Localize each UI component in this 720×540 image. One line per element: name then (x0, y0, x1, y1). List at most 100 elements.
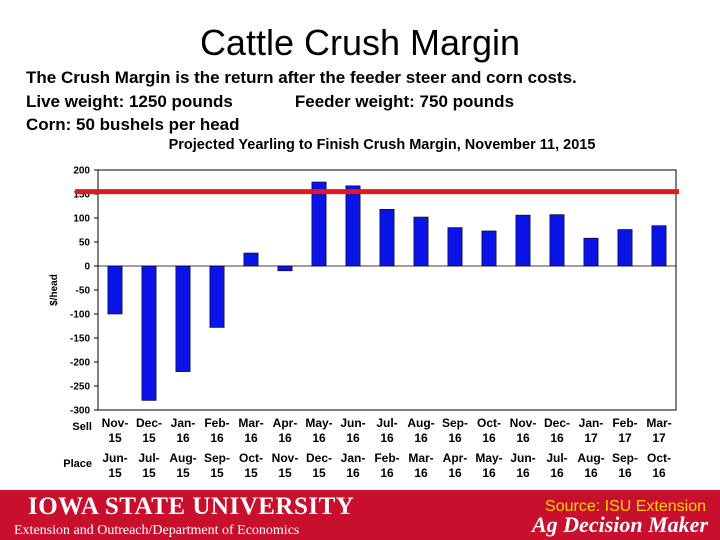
place-row-label: Place (63, 458, 92, 470)
bar (345, 185, 361, 267)
y-tick-label: 50 (79, 238, 91, 249)
place-month-label: 16 (516, 466, 530, 480)
y-axis-label: $/head (49, 274, 60, 306)
place-month-label: 15 (210, 466, 224, 480)
place-month-label: Sep- (612, 451, 638, 465)
place-month-label: 16 (652, 466, 666, 480)
sell-month-label: Apr- (273, 416, 298, 430)
y-tick-label: 0 (84, 262, 90, 273)
ag-decision-maker-logo: Ag Decision Maker (532, 512, 708, 537)
place-month-label: 15 (312, 466, 326, 480)
place-month-label: Jun- (102, 451, 127, 465)
sell-month-label: Dec- (544, 416, 570, 430)
place-month-label: 16 (448, 466, 462, 480)
bar (549, 214, 565, 267)
place-month-label: Mar- (408, 451, 433, 465)
crush-margin-chart: Projected Yearling to Finish Crush Margi… (49, 137, 679, 480)
sell-month-label: Feb- (204, 416, 229, 430)
place-month-label: 15 (108, 466, 122, 480)
sell-month-label: Nov- (102, 416, 129, 430)
footer-bar: IOWA STATE UNIVERSITY Extension and Outr… (0, 490, 720, 540)
place-month-label: Oct- (239, 451, 263, 465)
y-tick-label: -250 (70, 382, 90, 393)
slide-title: Cattle Crush Margin (199, 22, 521, 63)
bar (175, 265, 191, 372)
sell-month-label: 16 (312, 431, 326, 445)
sell-row-label: Sell (72, 421, 92, 433)
university-logo-text: IOWA STATE UNIVERSITY (28, 493, 355, 520)
place-month-label: Nov- (272, 451, 299, 465)
sell-month-label: 16 (550, 431, 564, 445)
place-month-label: 15 (176, 466, 190, 480)
sell-month-label: 17 (584, 431, 598, 445)
sell-month-label: 17 (652, 431, 666, 445)
department-text: Extension and Outreach/Department of Eco… (14, 523, 300, 538)
sell-month-label: 16 (210, 431, 224, 445)
place-month-label: Feb- (374, 451, 399, 465)
place-month-label: Jul- (138, 451, 159, 465)
sell-month-label: 16 (516, 431, 530, 445)
intro-line-3: Corn: 50 bushels per head (26, 115, 240, 134)
sell-month-label: Feb- (612, 416, 637, 430)
bar (481, 230, 497, 267)
place-month-label: 15 (244, 466, 258, 480)
sell-month-label: May- (305, 416, 332, 430)
bar (447, 227, 463, 267)
place-month-label: Dec- (306, 451, 332, 465)
sell-month-label: Oct- (477, 416, 501, 430)
place-month-label: 15 (142, 466, 156, 480)
sell-month-label: 16 (346, 431, 360, 445)
place-month-label: Apr- (443, 451, 468, 465)
sell-month-label: Nov- (510, 416, 537, 430)
bar (617, 229, 633, 267)
place-month-label: 16 (380, 466, 394, 480)
sell-month-label: 15 (142, 431, 156, 445)
place-month-label: Jul- (546, 451, 567, 465)
y-tick-label: -200 (70, 358, 90, 369)
sell-month-label: 16 (414, 431, 428, 445)
sell-month-label: Jan- (171, 416, 196, 430)
bar (651, 225, 667, 267)
place-month-label: May- (475, 451, 502, 465)
bar (141, 265, 157, 401)
place-month-label: 16 (618, 466, 632, 480)
place-month-label: Sep- (204, 451, 230, 465)
sell-month-label: 16 (244, 431, 258, 445)
sell-month-label: 16 (482, 431, 496, 445)
sell-month-label: Mar- (646, 416, 671, 430)
place-month-label: Aug- (577, 451, 604, 465)
sell-month-label: Jul- (376, 416, 397, 430)
bar (209, 265, 225, 328)
sell-month-label: Jan- (579, 416, 604, 430)
y-tick-label: 200 (73, 166, 90, 177)
sell-month-label: 16 (448, 431, 462, 445)
sell-month-label: 16 (278, 431, 292, 445)
feeder-weight-text: Feeder weight: 750 pounds (294, 92, 515, 111)
bar (311, 181, 327, 267)
bar (583, 237, 599, 267)
sell-month-label: Sep- (442, 416, 468, 430)
place-month-label: Jun- (510, 451, 535, 465)
sell-month-label: 16 (176, 431, 190, 445)
y-tick-label: -150 (70, 334, 90, 345)
bar (413, 216, 429, 267)
place-month-label: Jan- (341, 451, 366, 465)
bar (515, 214, 531, 267)
sell-month-label: 17 (618, 431, 632, 445)
bar (107, 265, 123, 315)
y-tick-label: -100 (70, 310, 90, 321)
place-month-label: 16 (346, 466, 360, 480)
bar (243, 252, 259, 267)
place-month-label: 15 (278, 466, 292, 480)
place-month-label: 16 (584, 466, 598, 480)
sell-month-label: Aug- (407, 416, 434, 430)
place-month-label: 16 (414, 466, 428, 480)
y-tick-label: -300 (70, 406, 90, 417)
bar (277, 265, 293, 272)
live-weight-text: Live weight: 1250 pounds (26, 92, 233, 111)
sell-month-label: Dec- (136, 416, 162, 430)
y-tick-label: 150 (73, 190, 90, 201)
intro-line-1: The Crush Margin is the return after the… (26, 68, 577, 87)
y-tick-label: -50 (76, 286, 91, 297)
sell-month-label: 15 (108, 431, 122, 445)
